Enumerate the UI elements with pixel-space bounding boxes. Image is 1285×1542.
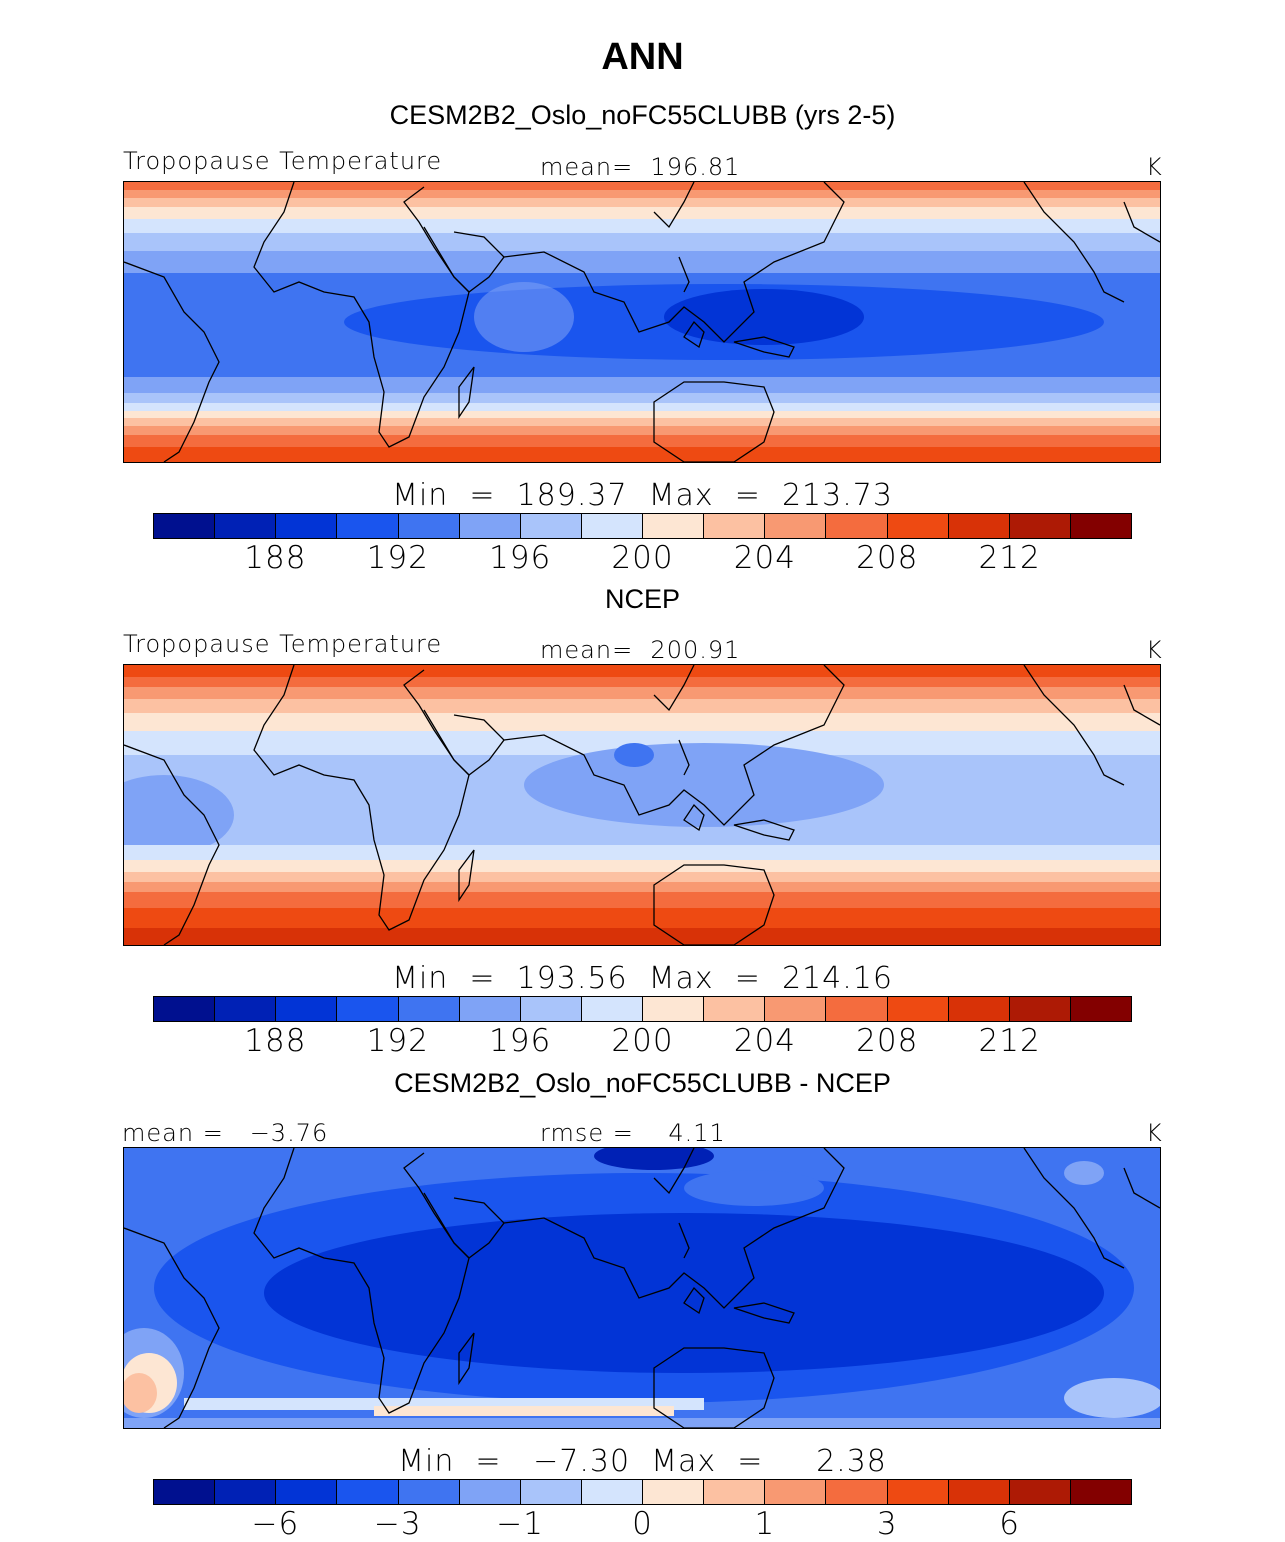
panel-2-units: K	[1146, 636, 1163, 664]
panel-1-tick: 200	[611, 540, 674, 576]
colorbar-swatch	[276, 997, 338, 1021]
panel-3-tick: −3	[373, 1506, 422, 1542]
panel-3-min-max: Min = −7.30 Max = 2.38	[398, 1444, 887, 1479]
colorbar-swatch	[704, 997, 766, 1021]
panel-2-tick: 200	[611, 1023, 674, 1059]
colorbar-swatch	[1070, 997, 1131, 1021]
colorbar-swatch	[765, 514, 827, 538]
panel-1-tick: 188	[244, 540, 307, 576]
colorbar-swatch	[1009, 1480, 1071, 1504]
colorbar-swatch	[887, 514, 949, 538]
panel-3-colorbar	[153, 1479, 1132, 1505]
colorbar-swatch	[154, 1480, 216, 1504]
colorbar-swatch	[215, 997, 277, 1021]
panel-3-colorbar-ticks: −6 −3 −1 0 1 3 6	[153, 1506, 1132, 1542]
panel-2-title: NCEP	[604, 584, 680, 614]
colorbar-swatch	[276, 514, 338, 538]
panel-2-colorbar	[153, 996, 1132, 1022]
colorbar-swatch	[887, 997, 949, 1021]
colorbar-swatch	[459, 1480, 521, 1504]
panel-3-tick: 0	[632, 1506, 653, 1542]
colorbar-swatch	[826, 997, 888, 1021]
panel-3-rmse-label: rmse = 4.11	[540, 1119, 726, 1147]
panel-1-colorbar-ticks: 188 192 196 200 204 208 212	[153, 540, 1132, 576]
panel-2-variable-label: Tropopause Temperature	[123, 630, 443, 658]
colorbar-swatch	[398, 514, 460, 538]
colorbar-swatch	[765, 997, 827, 1021]
panel-1-tick: 208	[856, 540, 919, 576]
colorbar-swatch	[948, 997, 1010, 1021]
panel-2-tick: 204	[733, 1023, 796, 1059]
panel-2-min-max: Min = 193.56 Max = 214.16	[392, 961, 893, 996]
colorbar-swatch	[643, 1480, 705, 1504]
panel-3-units: K	[1146, 1119, 1163, 1147]
colorbar-swatch	[337, 1480, 399, 1504]
colorbar-swatch	[826, 514, 888, 538]
panel-2-tick: 188	[244, 1023, 307, 1059]
colorbar-swatch	[459, 997, 521, 1021]
panel-3-mean-label: mean = −3.76	[122, 1119, 329, 1147]
panel-3-tick: −6	[251, 1506, 300, 1542]
panel-1-tick: 192	[366, 540, 429, 576]
panel-2-tick: 208	[856, 1023, 919, 1059]
panel-2-tick: 192	[366, 1023, 429, 1059]
panel-2-colorbar-ticks: 188 192 196 200 204 208 212	[153, 1023, 1132, 1059]
panel-3-tick: −1	[496, 1506, 544, 1542]
colorbar-swatch	[581, 997, 643, 1021]
colorbar-swatch	[887, 1480, 949, 1504]
panel-2-tick: 212	[978, 1023, 1041, 1059]
panel-3-tick: 1	[754, 1506, 776, 1542]
colorbar-swatch	[704, 1480, 766, 1504]
colorbar-swatch	[948, 1480, 1010, 1504]
colorbar-swatch	[1070, 514, 1131, 538]
panel-1-tick: 212	[978, 540, 1041, 576]
colorbar-swatch	[215, 1480, 277, 1504]
panel-3-title: CESM2B2_Oslo_noFC55CLUBB - NCEP	[394, 1068, 891, 1098]
colorbar-swatch	[520, 514, 582, 538]
colorbar-swatch	[826, 1480, 888, 1504]
colorbar-swatch	[398, 997, 460, 1021]
panel-1-min-max: Min = 189.37 Max = 213.73	[392, 478, 893, 513]
colorbar-swatch	[154, 997, 216, 1021]
colorbar-swatch	[398, 1480, 460, 1504]
panel-3-tick: 6	[999, 1506, 1020, 1542]
colorbar-swatch	[1009, 997, 1071, 1021]
colorbar-swatch	[581, 514, 643, 538]
panel-1-tick: 196	[489, 540, 552, 576]
panel-1-variable-label: Tropopause Temperature	[123, 147, 443, 175]
colorbar-swatch	[459, 514, 521, 538]
colorbar-swatch	[337, 997, 399, 1021]
colorbar-swatch	[581, 1480, 643, 1504]
colorbar-swatch	[643, 514, 705, 538]
colorbar-swatch	[154, 514, 216, 538]
colorbar-swatch	[337, 514, 399, 538]
panel-1-mean-label: mean= 196.81	[540, 153, 741, 181]
panel-1-units: K	[1146, 153, 1163, 181]
colorbar-swatch	[276, 1480, 338, 1504]
panel-1-title: CESM2B2_Oslo_noFC55CLUBB (yrs 2-5)	[389, 100, 896, 130]
panel-3-tick: 3	[876, 1506, 898, 1542]
figure-title: ANN	[601, 36, 684, 78]
colorbar-swatch	[948, 514, 1010, 538]
panel-3-map	[123, 1147, 1161, 1429]
colorbar-swatch	[643, 997, 705, 1021]
panel-1-map	[123, 181, 1161, 463]
colorbar-swatch	[215, 514, 277, 538]
colorbar-swatch	[520, 997, 582, 1021]
colorbar-swatch	[520, 1480, 582, 1504]
colorbar-swatch	[1009, 514, 1071, 538]
panel-2-map	[123, 664, 1161, 946]
colorbar-swatch	[1070, 1480, 1131, 1504]
colorbar-swatch	[704, 514, 766, 538]
panel-1-tick: 204	[733, 540, 796, 576]
panel-2-tick: 196	[489, 1023, 552, 1059]
panel-2-mean-label: mean= 200.91	[540, 636, 741, 664]
colorbar-swatch	[765, 1480, 827, 1504]
panel-1-colorbar	[153, 513, 1132, 539]
